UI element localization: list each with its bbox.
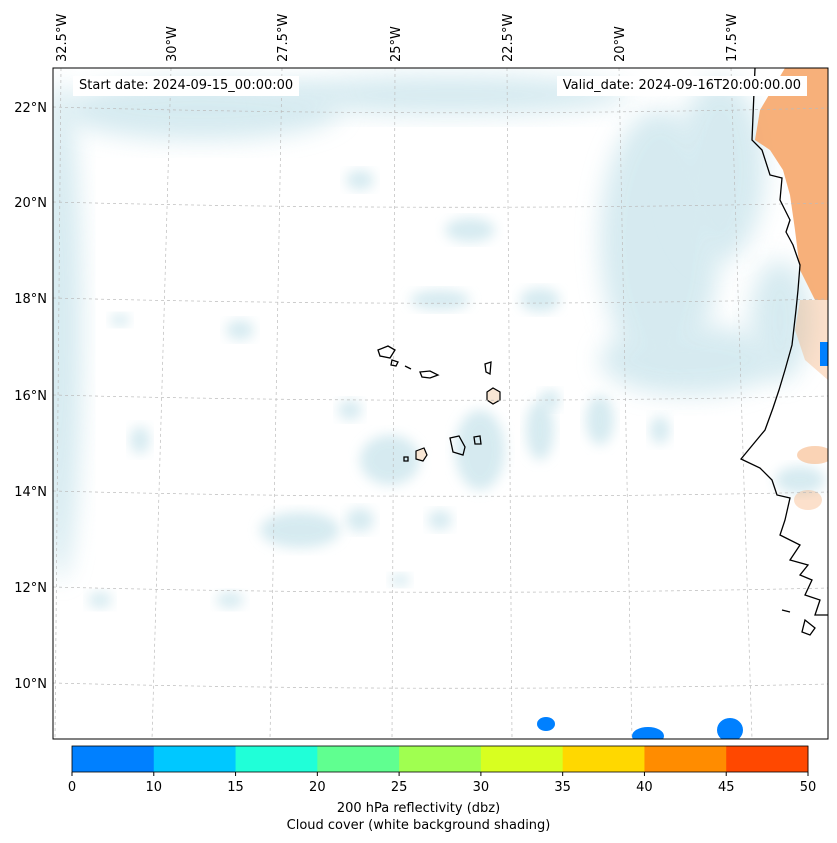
latitude-label: 10°N	[14, 677, 47, 692]
longitude-labels: 32.5°W 30°W 27.5°W 25°W 22.5°W 20°W 17.5°W	[55, 14, 740, 62]
latitude-label: 18°N	[14, 292, 47, 307]
longitude-label: 22.5°W	[501, 14, 516, 62]
colorbar-tick-label: 50	[800, 780, 817, 795]
colorbar-tick-label: 25	[391, 780, 408, 795]
cape-verde-islands	[415, 387, 501, 462]
land-shading	[755, 68, 828, 510]
start-date-box: Start date: 2024-09-15_00:00:00	[73, 76, 300, 96]
colorbar: 0 10 15 20 25 30 35 40 45 50	[68, 745, 817, 795]
longitude-label: 17.5°W	[725, 14, 740, 62]
colorbar-segment	[153, 746, 237, 772]
longitude-label: 20°W	[613, 26, 628, 62]
longitude-label: 25°W	[389, 26, 404, 62]
latitude-label: 12°N	[14, 581, 47, 596]
valid-date-box: Valid_date: 2024-09-16T20:00:00.00	[556, 76, 807, 96]
latitude-label: 14°N	[14, 485, 47, 500]
longitude-label: 32.5°W	[55, 14, 70, 62]
latitude-label: 16°N	[14, 389, 47, 404]
colorbar-tick-label: 35	[554, 780, 571, 795]
latitude-label: 20°N	[14, 196, 47, 211]
colorbar-tick-label: 45	[718, 780, 735, 795]
latitude-labels: 22°N 20°N 18°N 16°N 14°N 12°N 10°N	[14, 101, 47, 692]
latitude-label: 22°N	[14, 101, 47, 116]
start-date-label: Start date:	[79, 78, 149, 93]
grid-lines	[53, 68, 828, 739]
colorbar-tick-label: 15	[227, 780, 244, 795]
colorbar-tick-label: 20	[309, 780, 326, 795]
valid-date-value: 2024-09-16T20:00:00.00	[638, 78, 801, 93]
colorbar-segment	[644, 746, 727, 772]
coastlines	[377, 68, 828, 636]
colorbar-segment	[480, 746, 564, 772]
reflectivity-blobs	[537, 342, 828, 739]
colorbar-tick-label: 0	[68, 780, 76, 795]
colorbar-sublabel: Cloud cover (white background shading)	[286, 818, 551, 833]
colorbar-segment	[72, 746, 155, 772]
colorbar-frame	[71, 745, 809, 773]
colorbar-segment	[235, 746, 318, 772]
map-frame	[52, 67, 829, 740]
colorbar-segment	[317, 746, 400, 772]
colorbar-segment	[562, 746, 645, 772]
longitude-label: 27.5°W	[276, 14, 291, 62]
colorbar-tick-label: 40	[636, 780, 653, 795]
longitude-label: 30°W	[165, 26, 180, 62]
valid-date-label: Valid_date:	[562, 78, 635, 93]
start-date-value: 2024-09-15_00:00:00	[152, 78, 294, 93]
colorbar-segment	[726, 746, 809, 772]
colorbar-segment	[399, 746, 482, 772]
colorbar-tick-label: 30	[473, 780, 490, 795]
map-area	[53, 68, 828, 739]
colorbar-tick-label: 10	[146, 780, 163, 795]
colorbar-label: 200 hPa reflectivity (dbz)	[336, 801, 501, 816]
